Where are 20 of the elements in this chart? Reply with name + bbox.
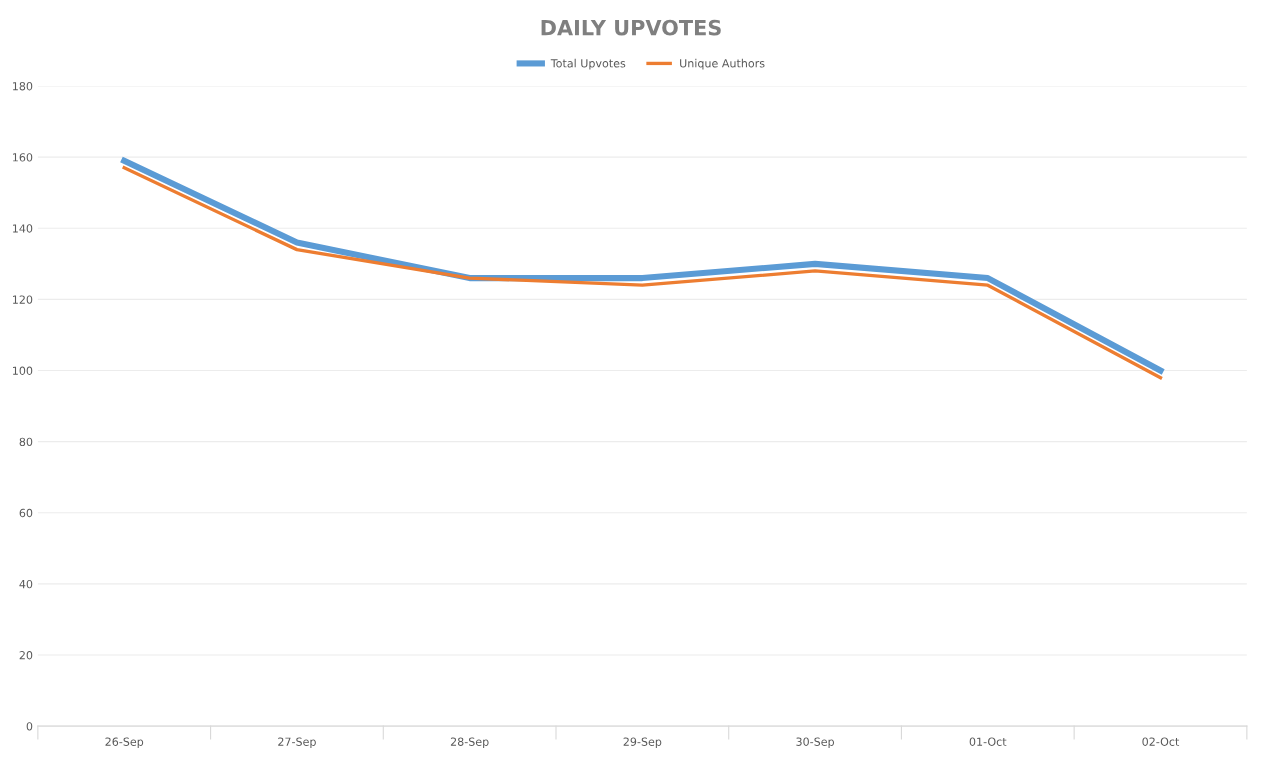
y-tick-label: 160 (13, 153, 33, 162)
y-tick-label: 40 (19, 579, 33, 589)
x-tick-label: 28-Sep (450, 737, 489, 749)
x-tick-label: 01-Oct (969, 737, 1007, 746)
x-tick-label: 30-Sep (796, 737, 835, 749)
y-tick-label: 80 (19, 437, 33, 447)
x-tick-label: 02-Oct (1142, 737, 1180, 746)
y-tick-label: 180 (13, 82, 33, 91)
y-tick-label: 120 (13, 295, 33, 304)
y-tick-label: 0 (26, 722, 33, 731)
x-tick-label: 26-Sep (105, 737, 144, 749)
y-tick-label: 140 (13, 224, 33, 233)
chart-title: DAILY UPVOTES (541, 19, 721, 36)
x-tick-label: 27-Sep (278, 737, 316, 749)
legend-label: Total Upvotes (550, 58, 626, 70)
y-tick-label: 100 (13, 366, 33, 375)
legend-label: Unique Authors (680, 58, 765, 70)
x-tick-label: 29-Sep (623, 737, 662, 749)
y-tick-label: 20 (19, 651, 33, 660)
y-tick-label: 60 (19, 508, 33, 518)
